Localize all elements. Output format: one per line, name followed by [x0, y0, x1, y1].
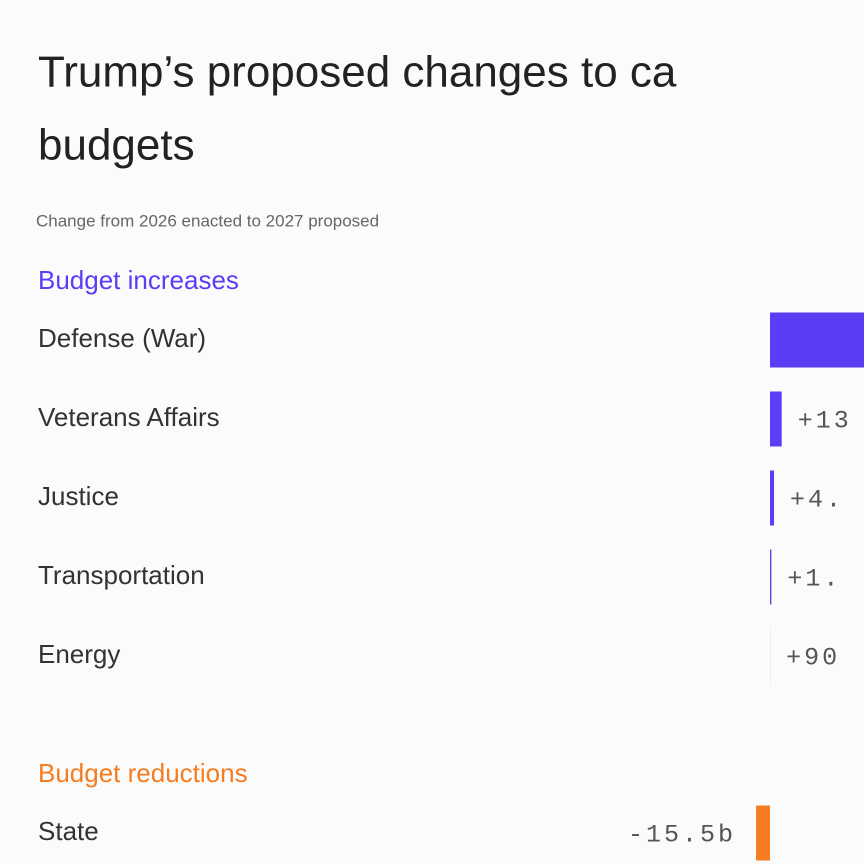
bar: [770, 470, 775, 526]
category-label: Transportation: [38, 560, 205, 590]
value-label: -15.5b: [628, 821, 736, 850]
category-label: Defense (War): [38, 323, 206, 353]
category-label: State: [38, 816, 99, 846]
chart-title: budgets: [38, 121, 195, 170]
group-label: Budget reductions: [38, 758, 248, 788]
bar: [756, 805, 770, 861]
group-label: Budget increases: [38, 265, 239, 295]
category-label: Energy: [38, 639, 120, 669]
bar: [770, 312, 864, 368]
bar: [770, 391, 782, 447]
category-label: Justice: [38, 481, 119, 511]
value-label: +1.: [787, 565, 841, 594]
bar: [770, 549, 772, 605]
chart-title: Trump’s proposed changes to ca: [38, 48, 677, 97]
value-label: +4.: [790, 486, 844, 515]
chart-subtitle: Change from 2026 enacted to 2027 propose…: [36, 211, 379, 230]
value-label: +13: [798, 407, 852, 436]
category-label: Veterans Affairs: [38, 402, 220, 432]
value-label: +90: [786, 644, 840, 673]
